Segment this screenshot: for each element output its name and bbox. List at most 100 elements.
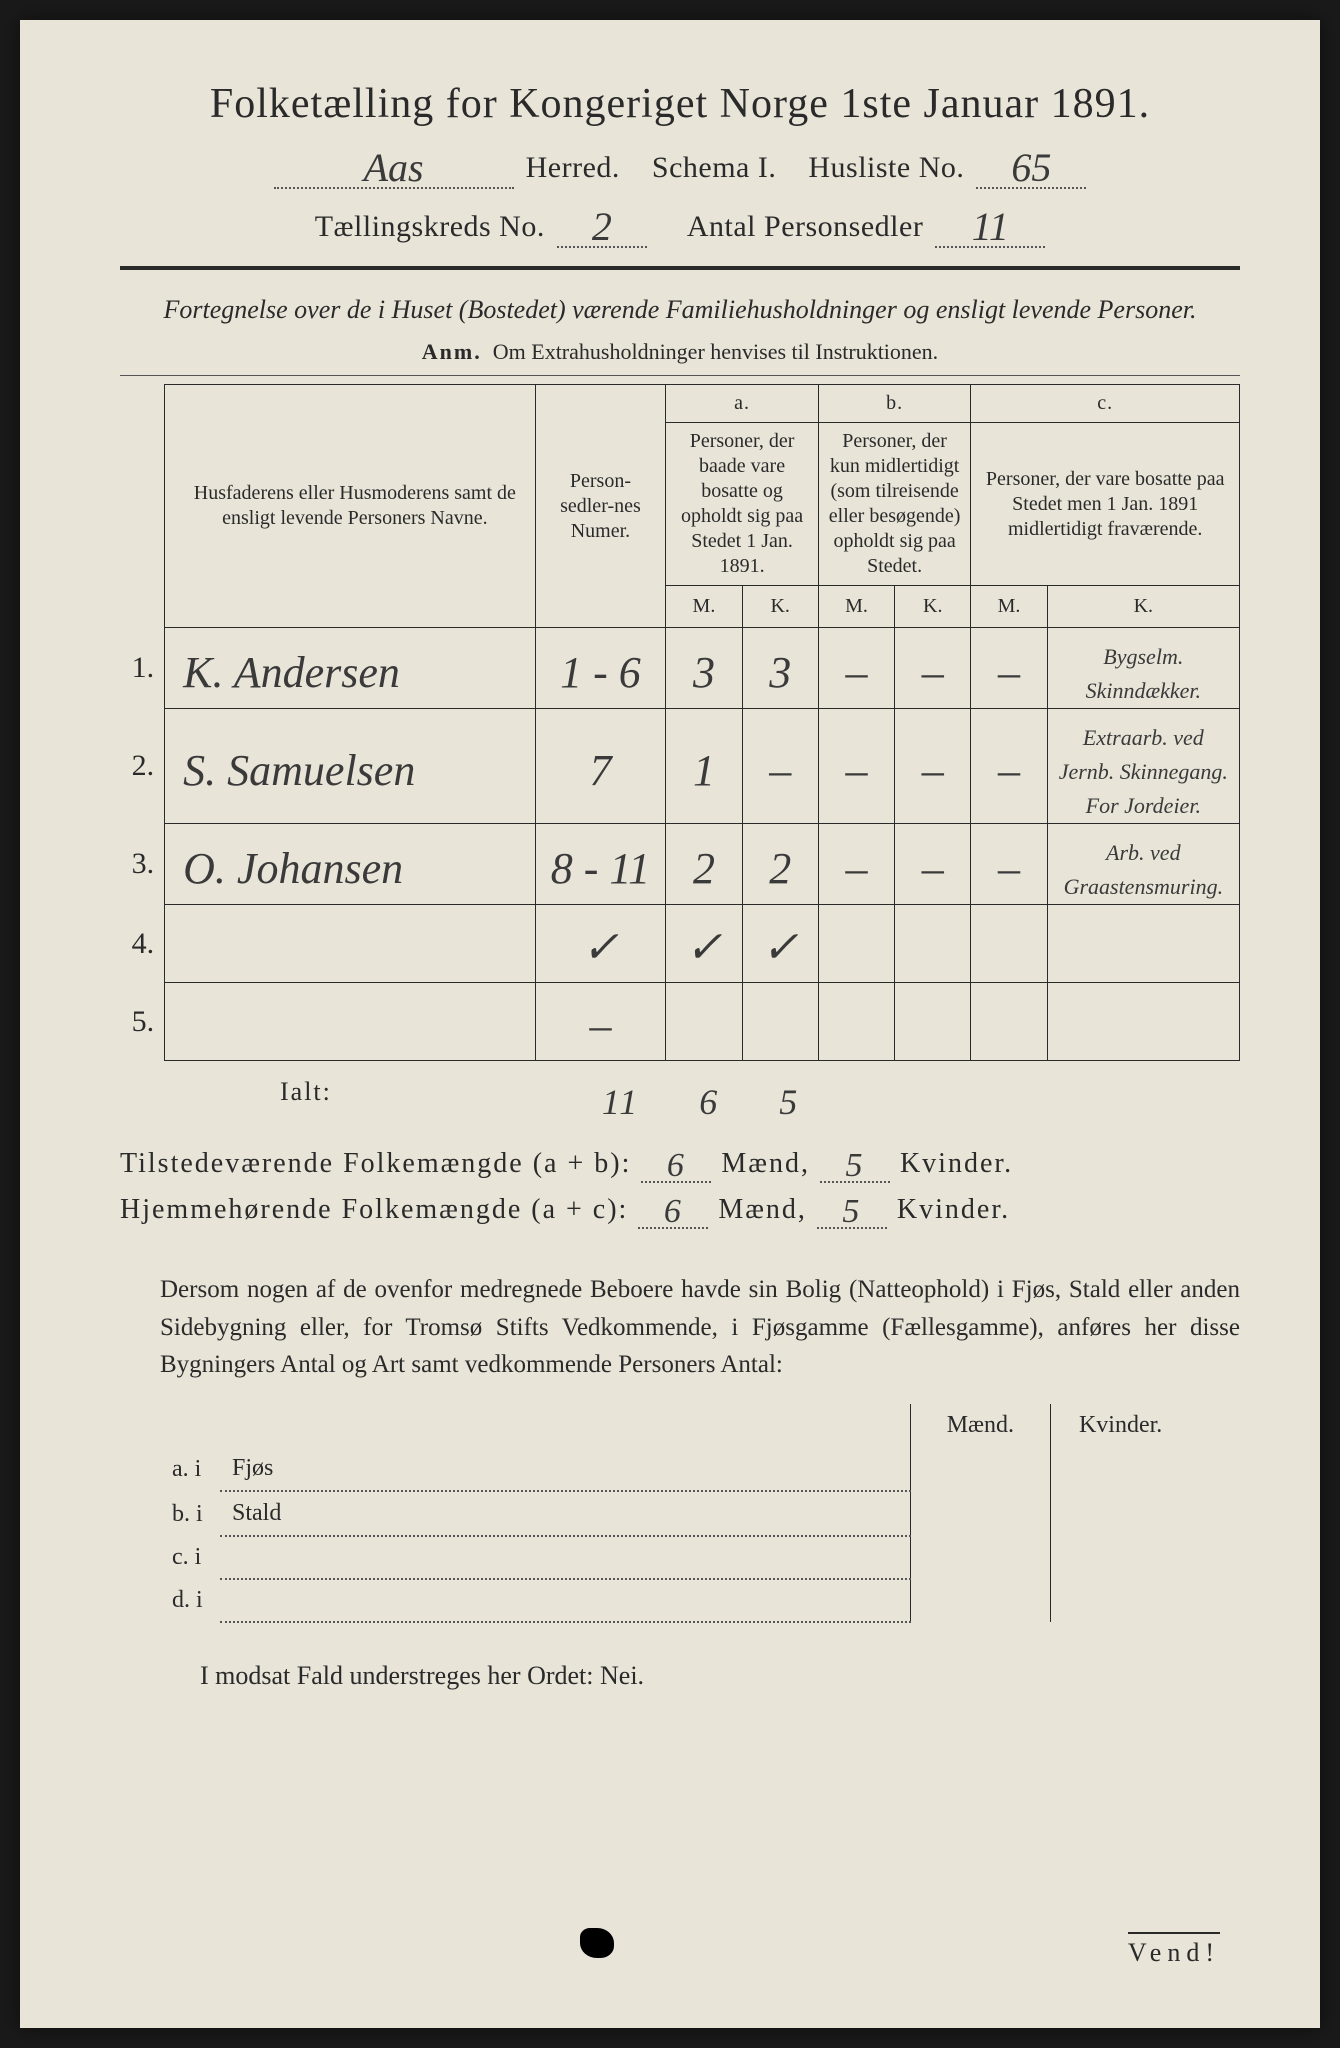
row-aK: – bbox=[769, 746, 791, 795]
table-row: 3.O. Johansen8 - 1122–––Arb. ved Graaste… bbox=[120, 824, 1240, 905]
row-cK: Bygselm. Skinndækker. bbox=[1086, 644, 1201, 703]
row-num: – bbox=[589, 1001, 611, 1050]
row-aM: ✓ bbox=[686, 923, 723, 972]
anm-text: Om Extrahusholdninger henvises til Instr… bbox=[493, 339, 938, 364]
husliste-label: Husliste No. bbox=[808, 151, 964, 185]
row-cK: Extraarb. ved Jernb. Skinnegang. For Jor… bbox=[1059, 725, 1228, 818]
tkreds-no: 2 bbox=[592, 204, 612, 249]
col-c-letter: c. bbox=[971, 385, 1240, 423]
page-title: Folketælling for Kongeriget Norge 1ste J… bbox=[120, 80, 1240, 128]
rule-2 bbox=[120, 375, 1240, 376]
fjos-row: c. i bbox=[160, 1536, 1190, 1579]
fjos-row-text bbox=[220, 1579, 910, 1622]
fjos-maend: Mænd. bbox=[910, 1404, 1050, 1447]
schema-label: Schema I. bbox=[652, 151, 776, 185]
row-aM: 2 bbox=[693, 844, 715, 893]
fjos-row-label: a. i bbox=[160, 1447, 220, 1491]
row-bM: – bbox=[845, 746, 867, 795]
a-m: M. bbox=[666, 586, 742, 628]
ialt-k: 5 bbox=[779, 1081, 799, 1123]
summary-line-2: Hjemmehørende Folkemængde (a + c): 6 Mæn… bbox=[120, 1189, 1240, 1229]
summary1-klabel: Kvinder. bbox=[900, 1148, 1013, 1180]
row-num: 7 bbox=[589, 746, 611, 795]
fjos-row-label: d. i bbox=[160, 1579, 220, 1622]
antal-label: Antal Personsedler bbox=[687, 210, 923, 244]
row-number: 2. bbox=[120, 709, 165, 824]
b-k: K. bbox=[895, 586, 971, 628]
row-cM: – bbox=[998, 746, 1020, 795]
row-cM: – bbox=[998, 648, 1020, 697]
table-row: 4.✓✓✓ bbox=[120, 905, 1240, 983]
col-a-desc: Personer, der baade vare bosatte og opho… bbox=[666, 423, 819, 586]
col-b-desc: Personer, der kun midlertidigt (som tilr… bbox=[818, 423, 971, 586]
fjos-kvinder: Kvinder. bbox=[1050, 1404, 1190, 1447]
row-name: K. Andersen bbox=[183, 648, 400, 697]
fjos-kvinder-cell bbox=[1050, 1536, 1190, 1579]
c-k: K. bbox=[1047, 586, 1239, 628]
row-aM: 3 bbox=[693, 648, 715, 697]
summary2-klabel: Kvinder. bbox=[897, 1194, 1010, 1226]
fjos-kvinder-cell bbox=[1050, 1491, 1190, 1536]
col-num-header: Person-sedler-nes Numer. bbox=[535, 385, 666, 628]
b-m: M. bbox=[818, 586, 894, 628]
row-name: S. Samuelsen bbox=[183, 746, 415, 795]
ink-blot bbox=[580, 1928, 614, 1958]
census-page: Folketælling for Kongeriget Norge 1ste J… bbox=[20, 20, 1320, 2028]
summary1-k: 5 bbox=[845, 1147, 864, 1184]
vend-label: Vend! bbox=[1128, 1932, 1220, 1968]
col-c-desc: Personer, der vare bosatte paa Stedet me… bbox=[971, 423, 1240, 586]
fjos-row: a. iFjøs bbox=[160, 1447, 1190, 1491]
c-m: M. bbox=[971, 586, 1047, 628]
summary1-m: 6 bbox=[667, 1147, 686, 1184]
fjos-maend-cell bbox=[910, 1491, 1050, 1536]
ialt-label: Ialt: bbox=[280, 1077, 332, 1119]
fjos-row-text: Fjøs bbox=[220, 1447, 910, 1491]
fjos-row-label: b. i bbox=[160, 1491, 220, 1536]
summary2-mlabel: Mænd, bbox=[718, 1194, 807, 1226]
table-row: 2.S. Samuelsen71––––Extraarb. ved Jernb.… bbox=[120, 709, 1240, 824]
col-b-letter: b. bbox=[818, 385, 971, 423]
a-k: K. bbox=[742, 586, 818, 628]
row-bM: – bbox=[845, 648, 867, 697]
row-cM: – bbox=[998, 844, 1020, 893]
row-name: O. Johansen bbox=[183, 844, 403, 893]
header-row-1: Aas Herred. Schema I. Husliste No. 65 bbox=[120, 140, 1240, 189]
row-aM: 1 bbox=[693, 746, 715, 795]
header-row-2: Tællingskreds No. 2 Antal Personsedler 1… bbox=[120, 199, 1240, 248]
table-row: 5. – bbox=[120, 983, 1240, 1061]
tkreds-label: Tællingskreds No. bbox=[315, 210, 545, 244]
summary2-k: 5 bbox=[842, 1193, 861, 1230]
ialt-num: 11 bbox=[602, 1081, 639, 1123]
ialt-line: Ialt: 11 6 5 bbox=[280, 1077, 1240, 1119]
fjos-kvinder-cell bbox=[1050, 1579, 1190, 1622]
fjos-row-text: Stald bbox=[220, 1491, 910, 1536]
fjos-maend-cell bbox=[910, 1447, 1050, 1491]
row-bK: – bbox=[922, 648, 944, 697]
row-number: 1. bbox=[120, 628, 165, 709]
fjos-row-label: c. i bbox=[160, 1536, 220, 1579]
row-bM: – bbox=[845, 844, 867, 893]
col-a-letter: a. bbox=[666, 385, 819, 423]
summary2-m: 6 bbox=[664, 1193, 683, 1230]
summary1-mlabel: Mænd, bbox=[721, 1148, 810, 1180]
row-aK: 2 bbox=[769, 844, 791, 893]
fjos-header: Mænd. Kvinder. bbox=[160, 1404, 1190, 1447]
fjos-paragraph: Dersom nogen af de ovenfor medregnede Be… bbox=[160, 1271, 1240, 1384]
antal-no: 11 bbox=[972, 204, 1009, 249]
husliste-no: 65 bbox=[1011, 145, 1051, 190]
row-num: 8 - 11 bbox=[551, 844, 650, 893]
row-number: 3. bbox=[120, 824, 165, 905]
row-number: 5. bbox=[120, 983, 165, 1061]
row-number: 4. bbox=[120, 905, 165, 983]
fjos-row: b. iStald bbox=[160, 1491, 1190, 1536]
row-bK: – bbox=[922, 844, 944, 893]
table-letters-row: Husfaderens eller Husmoderens samt de en… bbox=[120, 385, 1240, 423]
summary1-label: Tilstedeværende Folkemængde (a + b): bbox=[120, 1148, 631, 1180]
fjos-kvinder-cell bbox=[1050, 1447, 1190, 1491]
main-table: Husfaderens eller Husmoderens samt de en… bbox=[120, 384, 1240, 1061]
fjos-maend-cell bbox=[910, 1579, 1050, 1622]
summary2-label: Hjemmehørende Folkemængde (a + c): bbox=[120, 1194, 628, 1226]
fjos-maend-cell bbox=[910, 1536, 1050, 1579]
col-names-header: Husfaderens eller Husmoderens samt de en… bbox=[165, 385, 535, 628]
row-num: ✓ bbox=[582, 923, 619, 972]
